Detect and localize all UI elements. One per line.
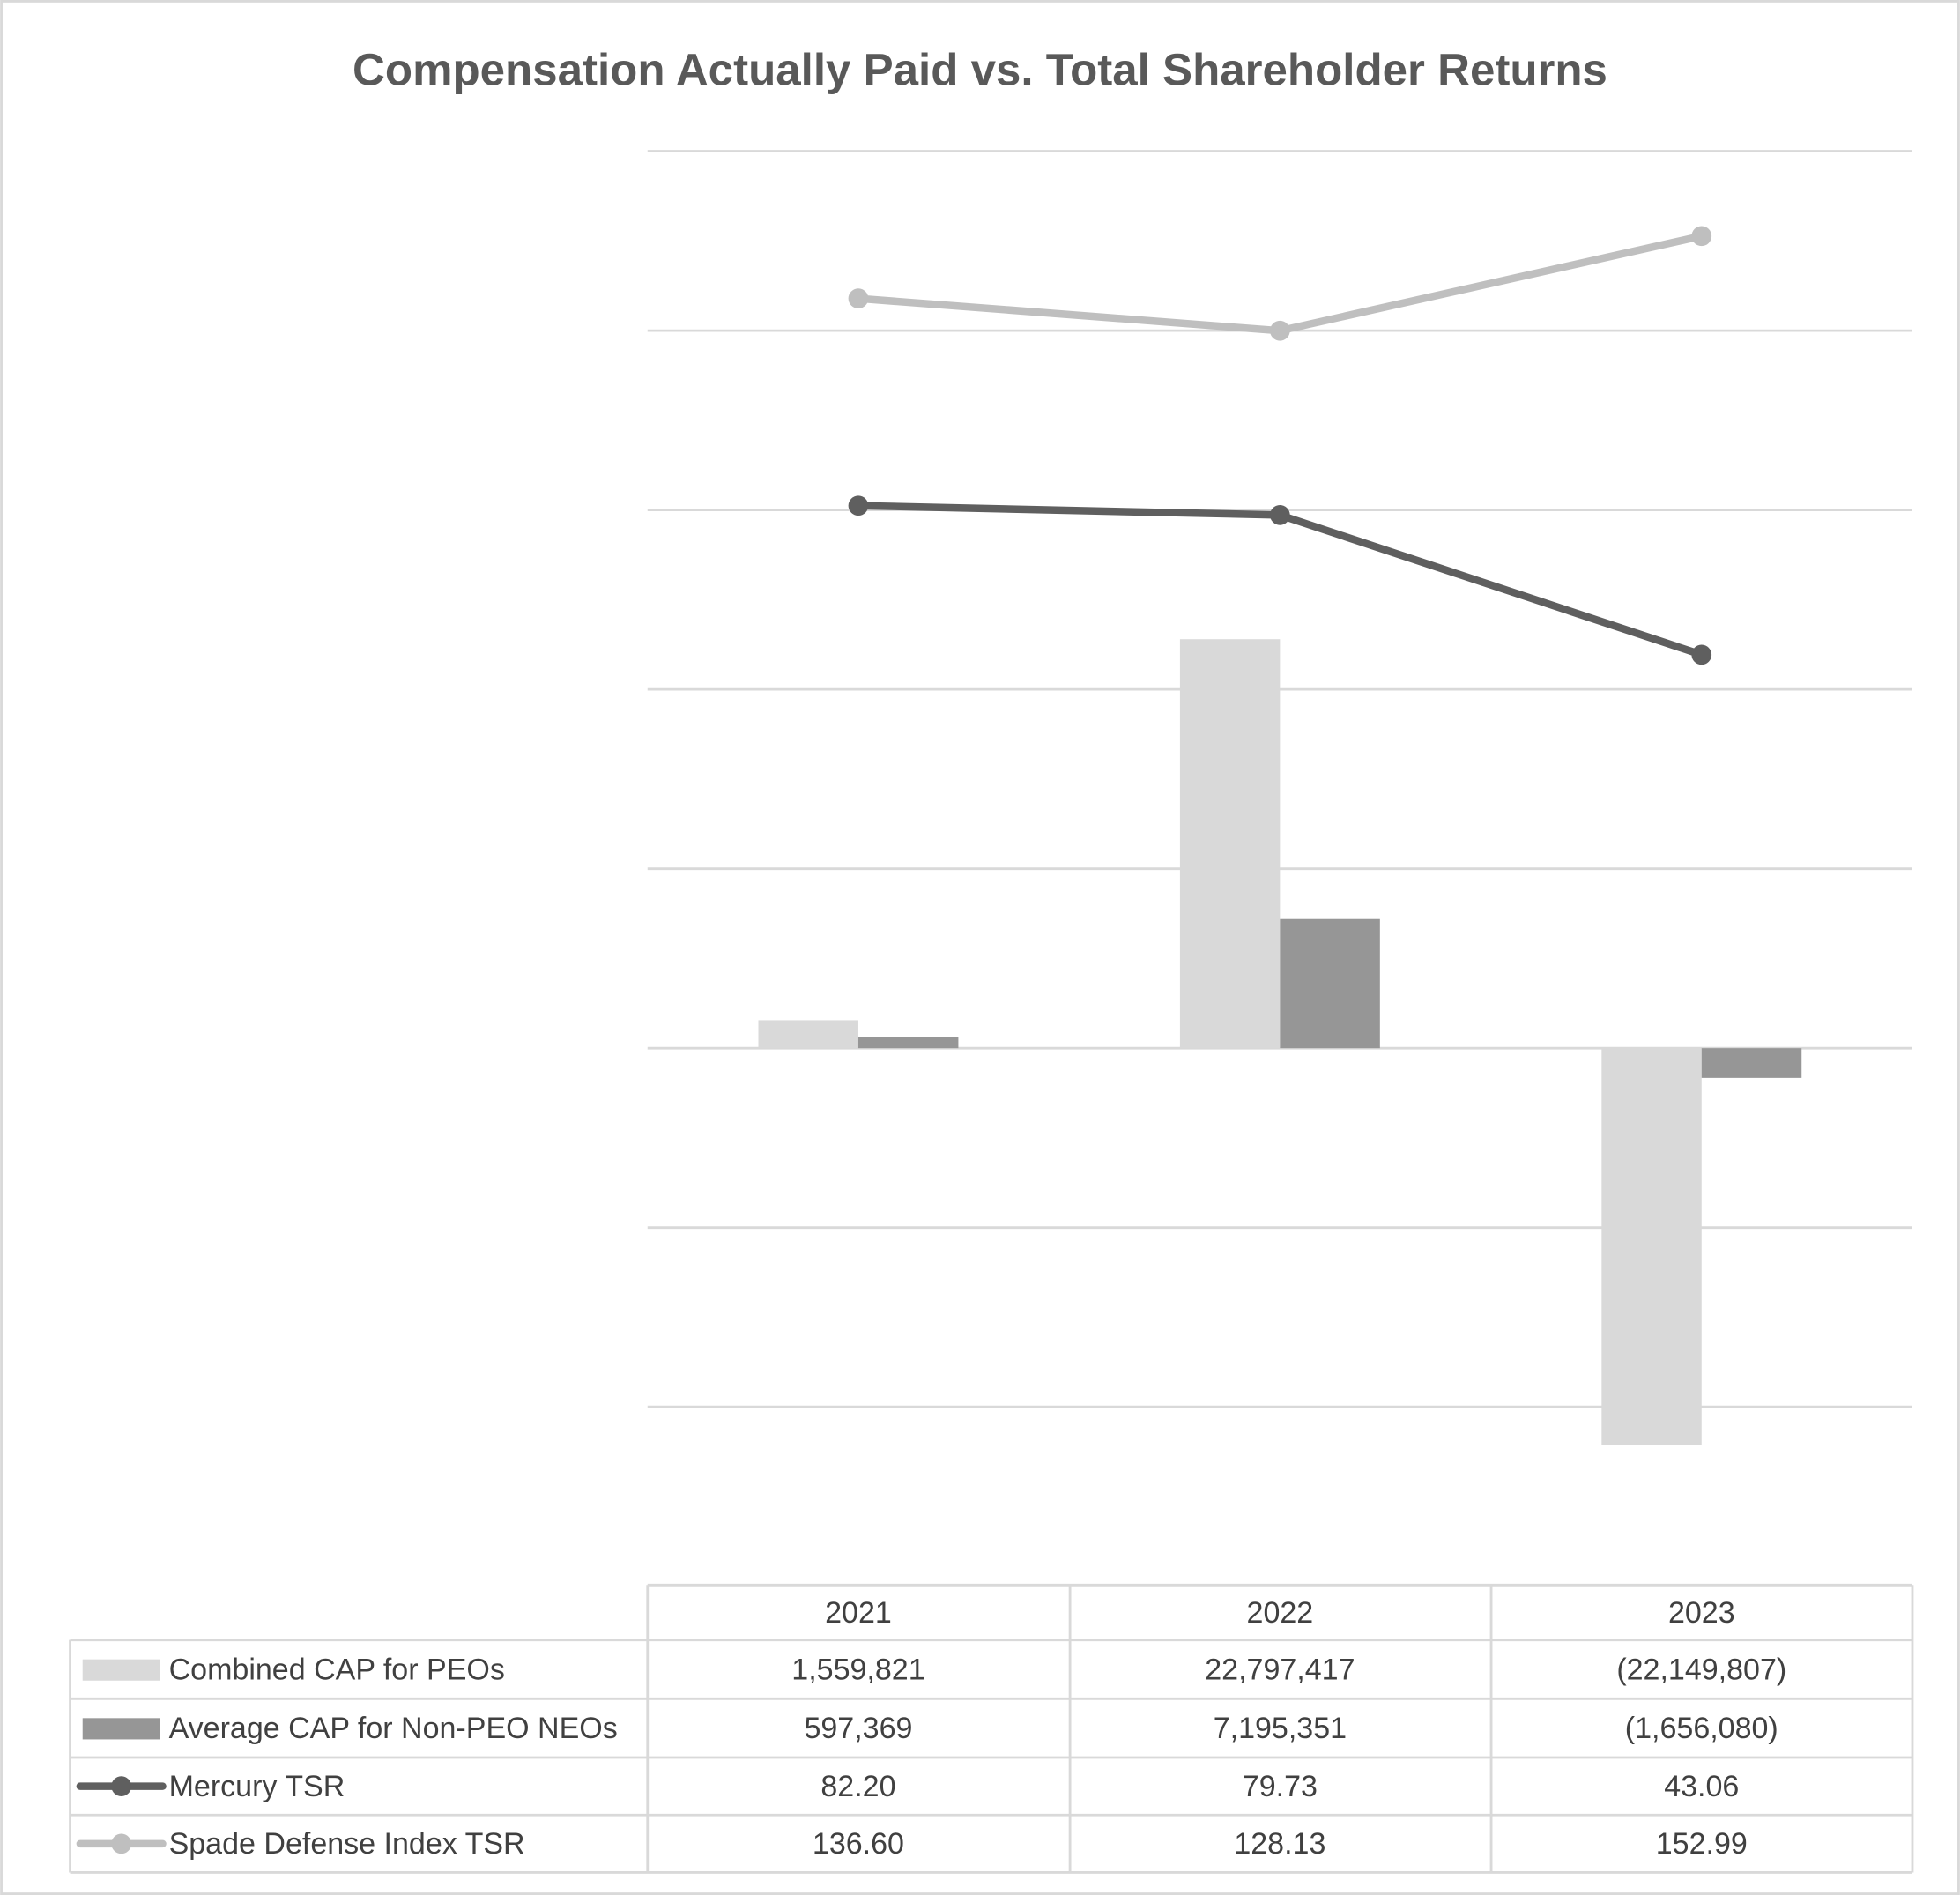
- legend-marker-spade-defense-index-tsr: [111, 1833, 132, 1854]
- table-cell-mercury-tsr-2023: 43.06: [1664, 1770, 1739, 1803]
- table-cell-average-cap-for-non-peo-neos-2022: 7,195,351: [1214, 1712, 1347, 1745]
- chart-title: Compensation Actually Paid vs. Total Sha…: [353, 44, 1607, 94]
- table-header-2023: 2023: [1668, 1596, 1735, 1630]
- bar-combined-cap-for-peos-2021: [758, 1020, 858, 1049]
- point-spade-defense-index-tsr-2022: [1270, 320, 1290, 341]
- data-table: 2021 2022 2023 Combined CAP for PEOs 1,559,8…: [69, 1583, 1914, 1874]
- bar-average-cap-for-non-peo-neos-2023: [1701, 1048, 1802, 1078]
- legend-label-spade-defense-index-tsr: Spade Defense Index TSR: [169, 1827, 525, 1861]
- table-cell-combined-cap-for-peos-2023: (22,149,807): [1616, 1653, 1786, 1686]
- lines: [848, 226, 1712, 665]
- table-cell-average-cap-for-non-peo-neos-2021: 597,369: [804, 1712, 912, 1745]
- point-spade-defense-index-tsr-2021: [848, 288, 869, 308]
- table-cell-mercury-tsr-2022: 79.73: [1243, 1770, 1318, 1803]
- table-cell-combined-cap-for-peos-2022: 22,797,417: [1205, 1653, 1355, 1686]
- table-cell-spade-defense-index-tsr-2023: 152.99: [1656, 1827, 1748, 1861]
- legend-label-mercury-tsr: Mercury TSR: [169, 1770, 345, 1803]
- point-mercury-tsr-2022: [1270, 505, 1290, 525]
- table-cell-mercury-tsr-2021: 82.20: [820, 1770, 895, 1803]
- legend-label-combined-cap-for-peos: Combined CAP for PEOs: [169, 1653, 505, 1686]
- legend-swatch-average-cap-for-non-peo-neos: [82, 1718, 160, 1740]
- table-cell-combined-cap-for-peos-2021: 1,559,821: [791, 1653, 924, 1686]
- table-header-2022: 2022: [1247, 1596, 1314, 1630]
- bar-average-cap-for-non-peo-neos-2022: [1280, 918, 1380, 1049]
- point-mercury-tsr-2023: [1691, 644, 1712, 665]
- legend-swatch-combined-cap-for-peos: [82, 1659, 160, 1681]
- legend-label-average-cap-for-non-peo-neos: Average CAP for Non-PEO NEOs: [169, 1712, 618, 1745]
- bar-combined-cap-for-peos-2023: [1601, 1048, 1702, 1445]
- table-header-2021: 2021: [825, 1596, 892, 1630]
- table-cell-average-cap-for-non-peo-neos-2023: (1,656,080): [1625, 1712, 1778, 1745]
- legend-marker-mercury-tsr: [111, 1776, 132, 1796]
- bar-average-cap-for-non-peo-neos-2021: [858, 1037, 959, 1049]
- bar-combined-cap-for-peos-2022: [1179, 639, 1281, 1049]
- bars: [758, 639, 1802, 1445]
- point-mercury-tsr-2021: [848, 495, 869, 516]
- table-cell-spade-defense-index-tsr-2022: 128.13: [1234, 1827, 1325, 1861]
- point-spade-defense-index-tsr-2023: [1691, 226, 1712, 247]
- table-cell-spade-defense-index-tsr-2021: 136.60: [813, 1827, 904, 1861]
